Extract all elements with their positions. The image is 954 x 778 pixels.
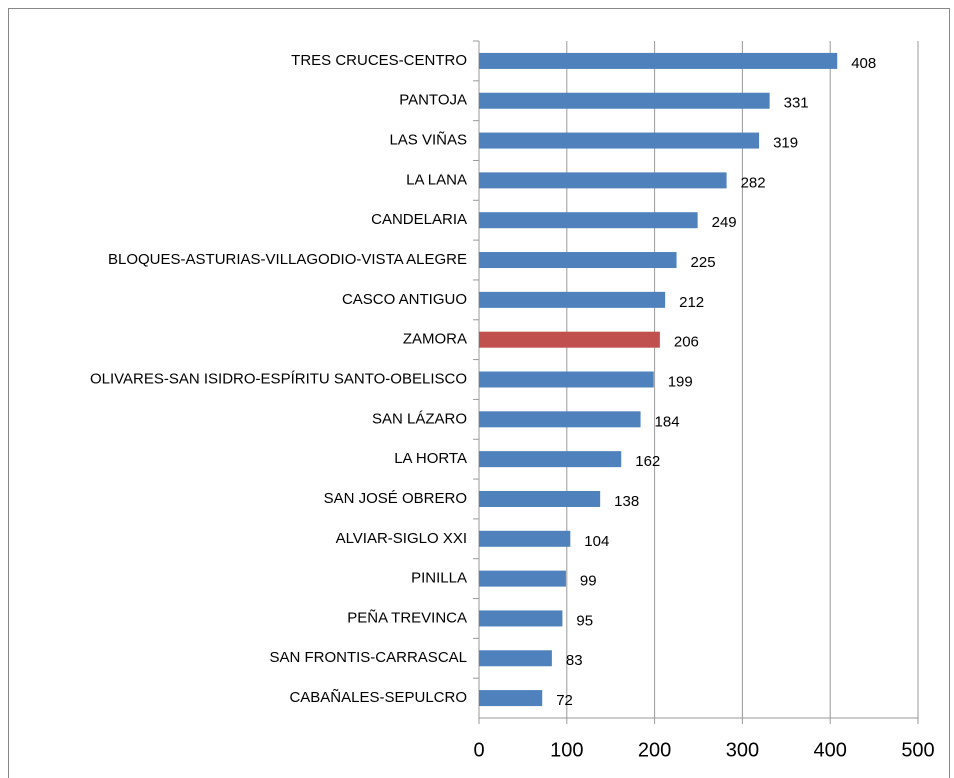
value-label: 99 [580,573,597,590]
bar [479,690,543,707]
value-label: 319 [773,135,798,152]
y-tick-label: CASCO ANTIGUO [342,291,467,308]
value-label: 282 [741,174,766,191]
y-tick-label: LAS VIÑAS [389,132,467,149]
y-tick-label: PEÑA TREVINCA [347,609,467,626]
value-label: 331 [784,95,809,112]
value-label: 95 [576,612,593,629]
value-label: 408 [851,55,876,72]
bar [479,52,838,69]
bar [479,650,552,667]
bar [479,212,698,229]
y-tick-label: ZAMORA [403,331,467,348]
bar [479,530,571,547]
value-label: 206 [674,334,699,351]
bar [479,610,563,627]
x-tick-label: 500 [901,739,934,761]
x-tick-label: 400 [814,739,847,761]
bar [479,252,677,269]
x-tick-label: 0 [473,739,484,761]
y-tick-label: SAN LÁZARO [372,410,467,427]
y-tick-label: ALVIAR-SIGLO XXI [336,530,467,547]
y-tick-label: BLOQUES-ASTURIAS-VILLAGODIO-VISTA ALEGRE [108,251,467,268]
x-tick-label: 100 [550,739,583,761]
value-label: 72 [556,692,573,709]
y-tick-label: OLIVARES-SAN ISIDRO-ESPÍRITU SANTO-OBELI… [90,370,467,387]
bar [479,490,601,507]
value-label: 212 [679,294,704,311]
value-label: 162 [635,453,660,470]
bar [479,331,660,348]
y-tick-label: CANDELARIA [371,211,467,228]
value-label: 225 [691,254,716,271]
bar [479,291,666,308]
bar [479,371,654,388]
bar [479,92,770,109]
value-label: 184 [655,413,680,430]
value-label: 138 [614,493,639,510]
y-tick-label: TRES CRUCES-CENTRO [291,52,467,69]
bar [479,451,622,468]
chart-frame [8,8,950,778]
y-tick-label: PINILLA [411,570,467,587]
x-tick-label: 300 [726,739,759,761]
value-label: 249 [712,214,737,231]
y-tick-label: SAN JOSÉ OBRERO [324,490,467,507]
bar [479,411,641,428]
y-tick-label: PANTOJA [399,92,467,109]
bar [479,570,566,587]
value-label: 83 [566,652,583,669]
y-tick-label: CABAÑALES-SEPULCRO [289,689,467,706]
value-label: 104 [584,533,609,550]
bar [479,132,760,149]
bar [479,172,727,189]
value-label: 199 [668,373,693,390]
y-tick-label: LA LANA [406,171,467,188]
y-tick-label: LA HORTA [394,450,467,467]
y-tick-label: SAN FRONTIS-CARRASCAL [269,649,467,666]
x-tick-label: 200 [638,739,671,761]
